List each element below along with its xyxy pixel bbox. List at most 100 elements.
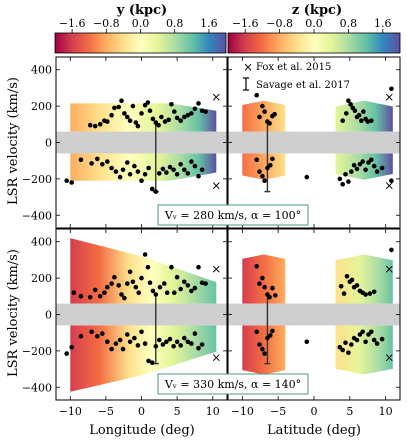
xlabel-longitude: Longitude (deg) [89, 423, 195, 438]
colorbar-tick-label: 0.8 [166, 17, 184, 30]
data-point [356, 112, 362, 118]
data-point [199, 342, 205, 347]
data-point [340, 347, 346, 353]
colorbar-y [54, 32, 227, 54]
y-tick-label: −200 [22, 345, 52, 358]
data-point [369, 329, 374, 335]
data-point [359, 118, 364, 123]
data-point [89, 161, 94, 166]
data-point [185, 339, 191, 345]
model-region-north-pos [335, 100, 393, 132]
data-point [192, 163, 198, 169]
data-point [92, 123, 98, 129]
data-point [354, 166, 360, 172]
data-point [340, 182, 346, 187]
data-point [105, 159, 110, 164]
data-point [87, 294, 93, 300]
data-point [374, 341, 380, 346]
data-point [157, 337, 162, 343]
colorbar-tick-label: 1.6 [200, 17, 218, 30]
x-tick-label: −5 [98, 405, 114, 418]
data-point [117, 174, 123, 180]
data-point [89, 329, 94, 335]
panel-4: × × −10 −5 0 5 10 [227, 228, 401, 418]
data-point [203, 281, 208, 286]
data-point [354, 283, 360, 288]
data-point [337, 344, 343, 350]
legend-savage-label: Savage et al. 2017 [256, 80, 350, 91]
y-tick-label: 0 [45, 137, 52, 150]
data-point [142, 341, 148, 346]
x-tick-label: −5 [270, 405, 286, 418]
data-point [64, 351, 69, 356]
y-tick-label: −400 [22, 381, 52, 394]
panel-2: ×× [227, 56, 401, 229]
colorbar-tick-label: 0.8 [340, 17, 358, 30]
data-point [78, 294, 84, 299]
x-tick-label: 10 [379, 405, 393, 418]
data-point [171, 344, 176, 349]
data-point [367, 291, 373, 296]
data-point [338, 284, 344, 289]
data-point [337, 176, 343, 182]
data-point [262, 351, 267, 356]
data-point [132, 335, 137, 341]
data-point [340, 118, 346, 123]
data-point [346, 179, 351, 184]
data-point [189, 159, 194, 164]
annotation-lower-box [157, 373, 309, 395]
data-point [159, 114, 164, 120]
data-point [92, 287, 98, 293]
data-point [133, 284, 139, 290]
data-point [102, 290, 107, 296]
data-point [343, 172, 348, 177]
data-point [267, 121, 272, 126]
data-point [147, 280, 153, 286]
data-point [260, 346, 265, 352]
data-point [254, 157, 259, 163]
data-point [262, 178, 267, 183]
x-tick-label: 0 [311, 405, 318, 418]
data-point [133, 120, 139, 125]
data-point [257, 342, 262, 347]
data-point [149, 360, 155, 366]
data-point [346, 350, 351, 356]
data-point [120, 346, 126, 352]
data-point [260, 103, 265, 109]
data-point [145, 100, 151, 105]
data-point [257, 281, 262, 286]
data-point [254, 264, 259, 269]
data-point [273, 293, 278, 298]
data-point [270, 285, 275, 291]
data-point [117, 337, 123, 343]
data-point [109, 281, 114, 286]
data-point [182, 279, 187, 285]
model-region-positive [70, 103, 217, 132]
data-point [268, 162, 273, 168]
data-point [167, 164, 173, 170]
data-point [153, 292, 159, 297]
data-point [125, 332, 130, 337]
data-point [196, 345, 201, 351]
legend-fox-label: Fox et al. 2015 [256, 62, 331, 73]
data-point [178, 118, 183, 123]
data-point [160, 342, 166, 347]
data-point [304, 339, 310, 345]
data-point [160, 166, 166, 172]
x-tick-label: 5 [174, 405, 181, 418]
data-point [164, 339, 169, 345]
data-point [178, 162, 183, 167]
data-point [127, 339, 133, 345]
data-point [172, 290, 177, 296]
data-point [100, 331, 105, 336]
data-point [87, 122, 93, 128]
data-point [127, 172, 133, 177]
colorbar-tick-label: 1.6 [374, 17, 392, 30]
excluded-velocity-band [228, 303, 400, 326]
y-tick-label: 400 [31, 236, 52, 249]
data-point [130, 279, 136, 285]
data-point [371, 289, 377, 295]
data-point [119, 292, 124, 297]
data-point [162, 281, 167, 286]
annotation-lower: Vᵥ = 330 km/s, α = 140° [157, 373, 309, 395]
